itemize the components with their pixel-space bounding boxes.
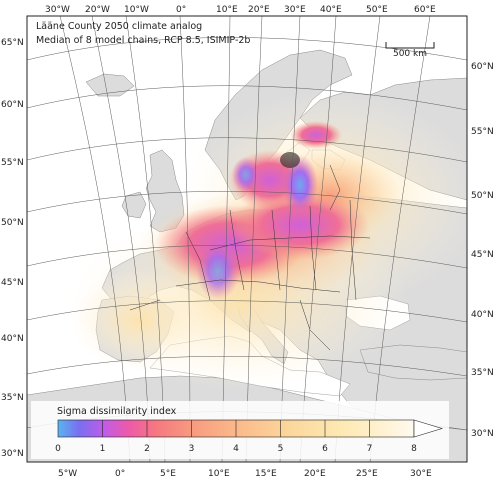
lon-label: 40°E bbox=[320, 5, 342, 15]
lat-label: 50°N bbox=[1, 218, 24, 228]
colorbar-tick: 7 bbox=[367, 444, 373, 454]
lon-label: 30°E bbox=[284, 5, 306, 15]
lon-label: 30°W bbox=[45, 5, 70, 15]
dissimilarity-field bbox=[70, 90, 467, 390]
scale-bar-label: 500 km bbox=[393, 49, 427, 59]
lon-label: 30°E bbox=[410, 469, 432, 479]
lat-label: 60°N bbox=[1, 100, 24, 110]
country-borders bbox=[129, 164, 371, 351]
left-latitude-labels: 65°N 60°N 55°N 50°N 45°N 40°N 35°N 30°N bbox=[1, 38, 24, 459]
lat-label: 30°N bbox=[471, 429, 494, 439]
lon-label: 10°E bbox=[208, 469, 230, 479]
bottom-longitude-labels: 5°W 0° 5°E 10°E 15°E 20°E 25°E 30°E bbox=[58, 469, 432, 479]
colorbar-tick: 1 bbox=[100, 444, 106, 454]
lat-label: 55°N bbox=[1, 158, 24, 168]
frame-border bbox=[26, 15, 468, 463]
colorbar-extend-arrow bbox=[413, 419, 444, 438]
lon-label: 20°E bbox=[304, 469, 326, 479]
lat-label: 50°N bbox=[471, 191, 494, 201]
lon-label: 0° bbox=[176, 5, 186, 15]
lat-label: 45°N bbox=[1, 278, 24, 288]
lat-label: 65°N bbox=[1, 38, 24, 48]
colorbar-title: Sigma dissimilarity index bbox=[57, 406, 177, 417]
lat-label: 35°N bbox=[471, 368, 494, 378]
lat-label: 55°N bbox=[471, 127, 494, 137]
lon-label: 0° bbox=[115, 469, 125, 479]
lon-label: 15°E bbox=[255, 469, 277, 479]
colorbar-tick: 8 bbox=[411, 444, 417, 454]
scale-bar: 500 km bbox=[385, 42, 435, 59]
lat-label: 40°N bbox=[471, 310, 494, 320]
colorbar-tick: 2 bbox=[144, 444, 150, 454]
lon-label: 20°W bbox=[85, 5, 110, 15]
lon-label: 5°E bbox=[160, 469, 176, 479]
lat-label: 35°N bbox=[1, 393, 24, 403]
lon-label: 10°W bbox=[124, 5, 149, 15]
colorbar-tick: 4 bbox=[233, 444, 239, 454]
lat-label: 40°N bbox=[1, 334, 24, 344]
right-latitude-labels: 60°N 55°N 50°N 45°N 40°N 35°N 30°N bbox=[471, 62, 494, 439]
colorbar-tick: 5 bbox=[278, 444, 284, 454]
colorbar-tick: 3 bbox=[189, 444, 195, 454]
lon-label: 5°W bbox=[58, 469, 77, 479]
lon-label: 25°E bbox=[356, 469, 378, 479]
map-subtitle: Median of 8 model chains, RCP 8.5, ISIMI… bbox=[36, 35, 250, 46]
lat-label: 30°N bbox=[1, 449, 24, 459]
colorbar-tick: 6 bbox=[322, 444, 328, 454]
colorbar-tick: 0 bbox=[55, 444, 61, 454]
lon-label: 60°E bbox=[414, 5, 436, 15]
lon-label: 10°E bbox=[216, 5, 238, 15]
lat-label: 45°N bbox=[471, 250, 494, 260]
colorbar-legend: Sigma dissimilarity index 0 1 2 3 4 5 6 … bbox=[31, 401, 449, 459]
map-title: Lääne County 2050 climate analog bbox=[36, 21, 202, 32]
lon-label: 50°E bbox=[366, 5, 388, 15]
lat-label: 60°N bbox=[471, 62, 494, 72]
top-longitude-labels: 30°W 20°W 10°W 0° 10°E 20°E 30°E 40°E 50… bbox=[45, 5, 436, 15]
lon-label: 20°E bbox=[248, 5, 270, 15]
